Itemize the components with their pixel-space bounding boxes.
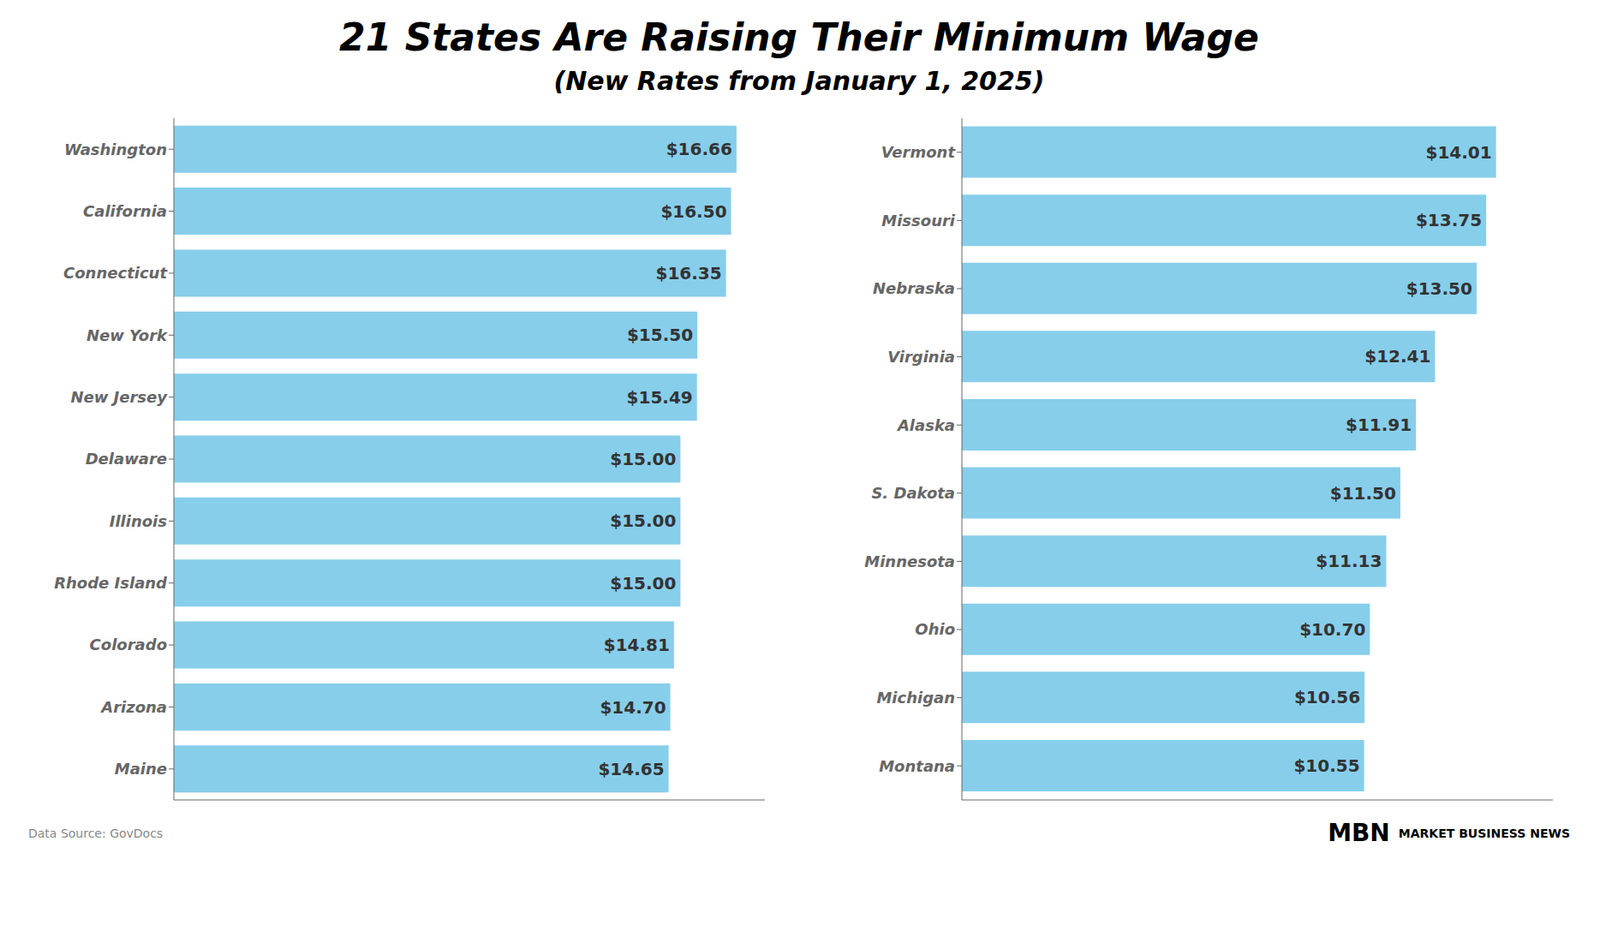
svg-text:California: California [83,202,168,221]
svg-text:Nebraska: Nebraska [872,279,956,298]
svg-text:$11.50: $11.50 [1330,483,1397,504]
svg-text:$16.66: $16.66 [666,138,733,160]
svg-text:Virginia: Virginia [887,347,956,366]
svg-text:Missouri: Missouri [881,211,956,230]
html-text:MBN: MBN [1327,818,1390,848]
svg-text:Montana: Montana [878,757,956,776]
svg-text:$15.00: $15.00 [609,448,676,470]
svg-text:Ohio: Ohio [914,620,956,639]
svg-text:Alaska: Alaska [895,416,956,435]
svg-text:$12.41: $12.41 [1364,346,1431,367]
svg-text:$10.70: $10.70 [1299,619,1366,640]
svg-text:$16.35: $16.35 [655,262,722,284]
svg-text:Connecticut: Connecticut [63,263,168,282]
svg-text:$14.70: $14.70 [599,697,666,718]
svg-text:S. Dakota: S. Dakota [871,483,956,502]
svg-text:New York: New York [86,326,168,345]
svg-text:$14.01: $14.01 [1425,142,1492,163]
html-text:Data Source: GovDocs: Data Source: GovDocs [28,826,163,840]
svg-text:$15.49: $15.49 [626,387,693,408]
svg-text:$14.65: $14.65 [597,758,664,780]
svg-text:$13.50: $13.50 [1406,278,1473,299]
svg-text:Maine: Maine [114,759,168,778]
svg-text:$15.50: $15.50 [626,324,693,346]
svg-text:Arizona: Arizona [99,698,168,717]
svg-text:Illinois: Illinois [109,512,168,531]
svg-text:Rhode Island: Rhode Island [53,573,168,592]
svg-text:Washington: Washington [64,140,168,159]
svg-text:Colorado: Colorado [89,635,168,654]
svg-text:$11.91: $11.91 [1345,414,1412,436]
svg-text:$10.55: $10.55 [1293,755,1360,777]
svg-text:$13.75: $13.75 [1415,209,1482,231]
svg-text:$10.56: $10.56 [1294,686,1361,708]
svg-text:Michigan: Michigan [876,688,956,707]
html-text:21 States Are Raising Their Mi: 21 States Are Raising Their Minimum Wage [339,15,1260,60]
svg-text:$16.50: $16.50 [660,201,727,222]
svg-text:$14.81: $14.81 [603,634,670,656]
svg-text:New Jersey: New Jersey [70,388,168,406]
svg-text:$15.00: $15.00 [609,573,676,594]
html-text:MARKET BUSINESS NEWS: MARKET BUSINESS NEWS [1398,826,1571,840]
svg-text:Delaware: Delaware [85,449,168,468]
svg-text:$11.13: $11.13 [1315,550,1382,572]
html-text:(New Rates from January 1, 202: (New Rates from January 1, 2025) [553,65,1045,96]
svg-text:Minnesota: Minnesota [864,552,956,571]
svg-text:Vermont: Vermont [881,143,957,162]
svg-text:$15.00: $15.00 [609,510,676,532]
